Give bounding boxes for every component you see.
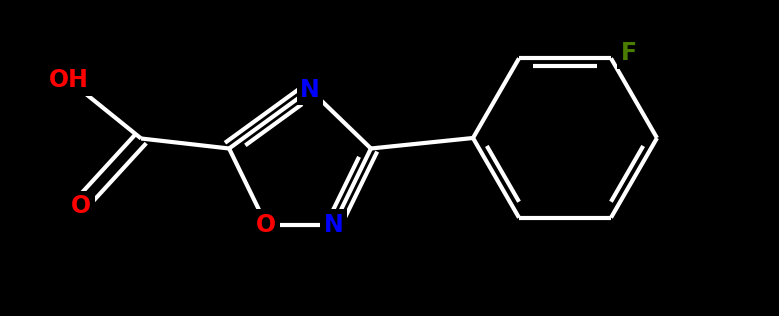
Text: O: O [256,213,277,237]
Text: OH: OH [49,69,89,93]
Text: N: N [300,78,320,102]
Text: N: N [324,213,344,237]
Text: O: O [71,194,91,218]
Text: F: F [621,41,637,65]
